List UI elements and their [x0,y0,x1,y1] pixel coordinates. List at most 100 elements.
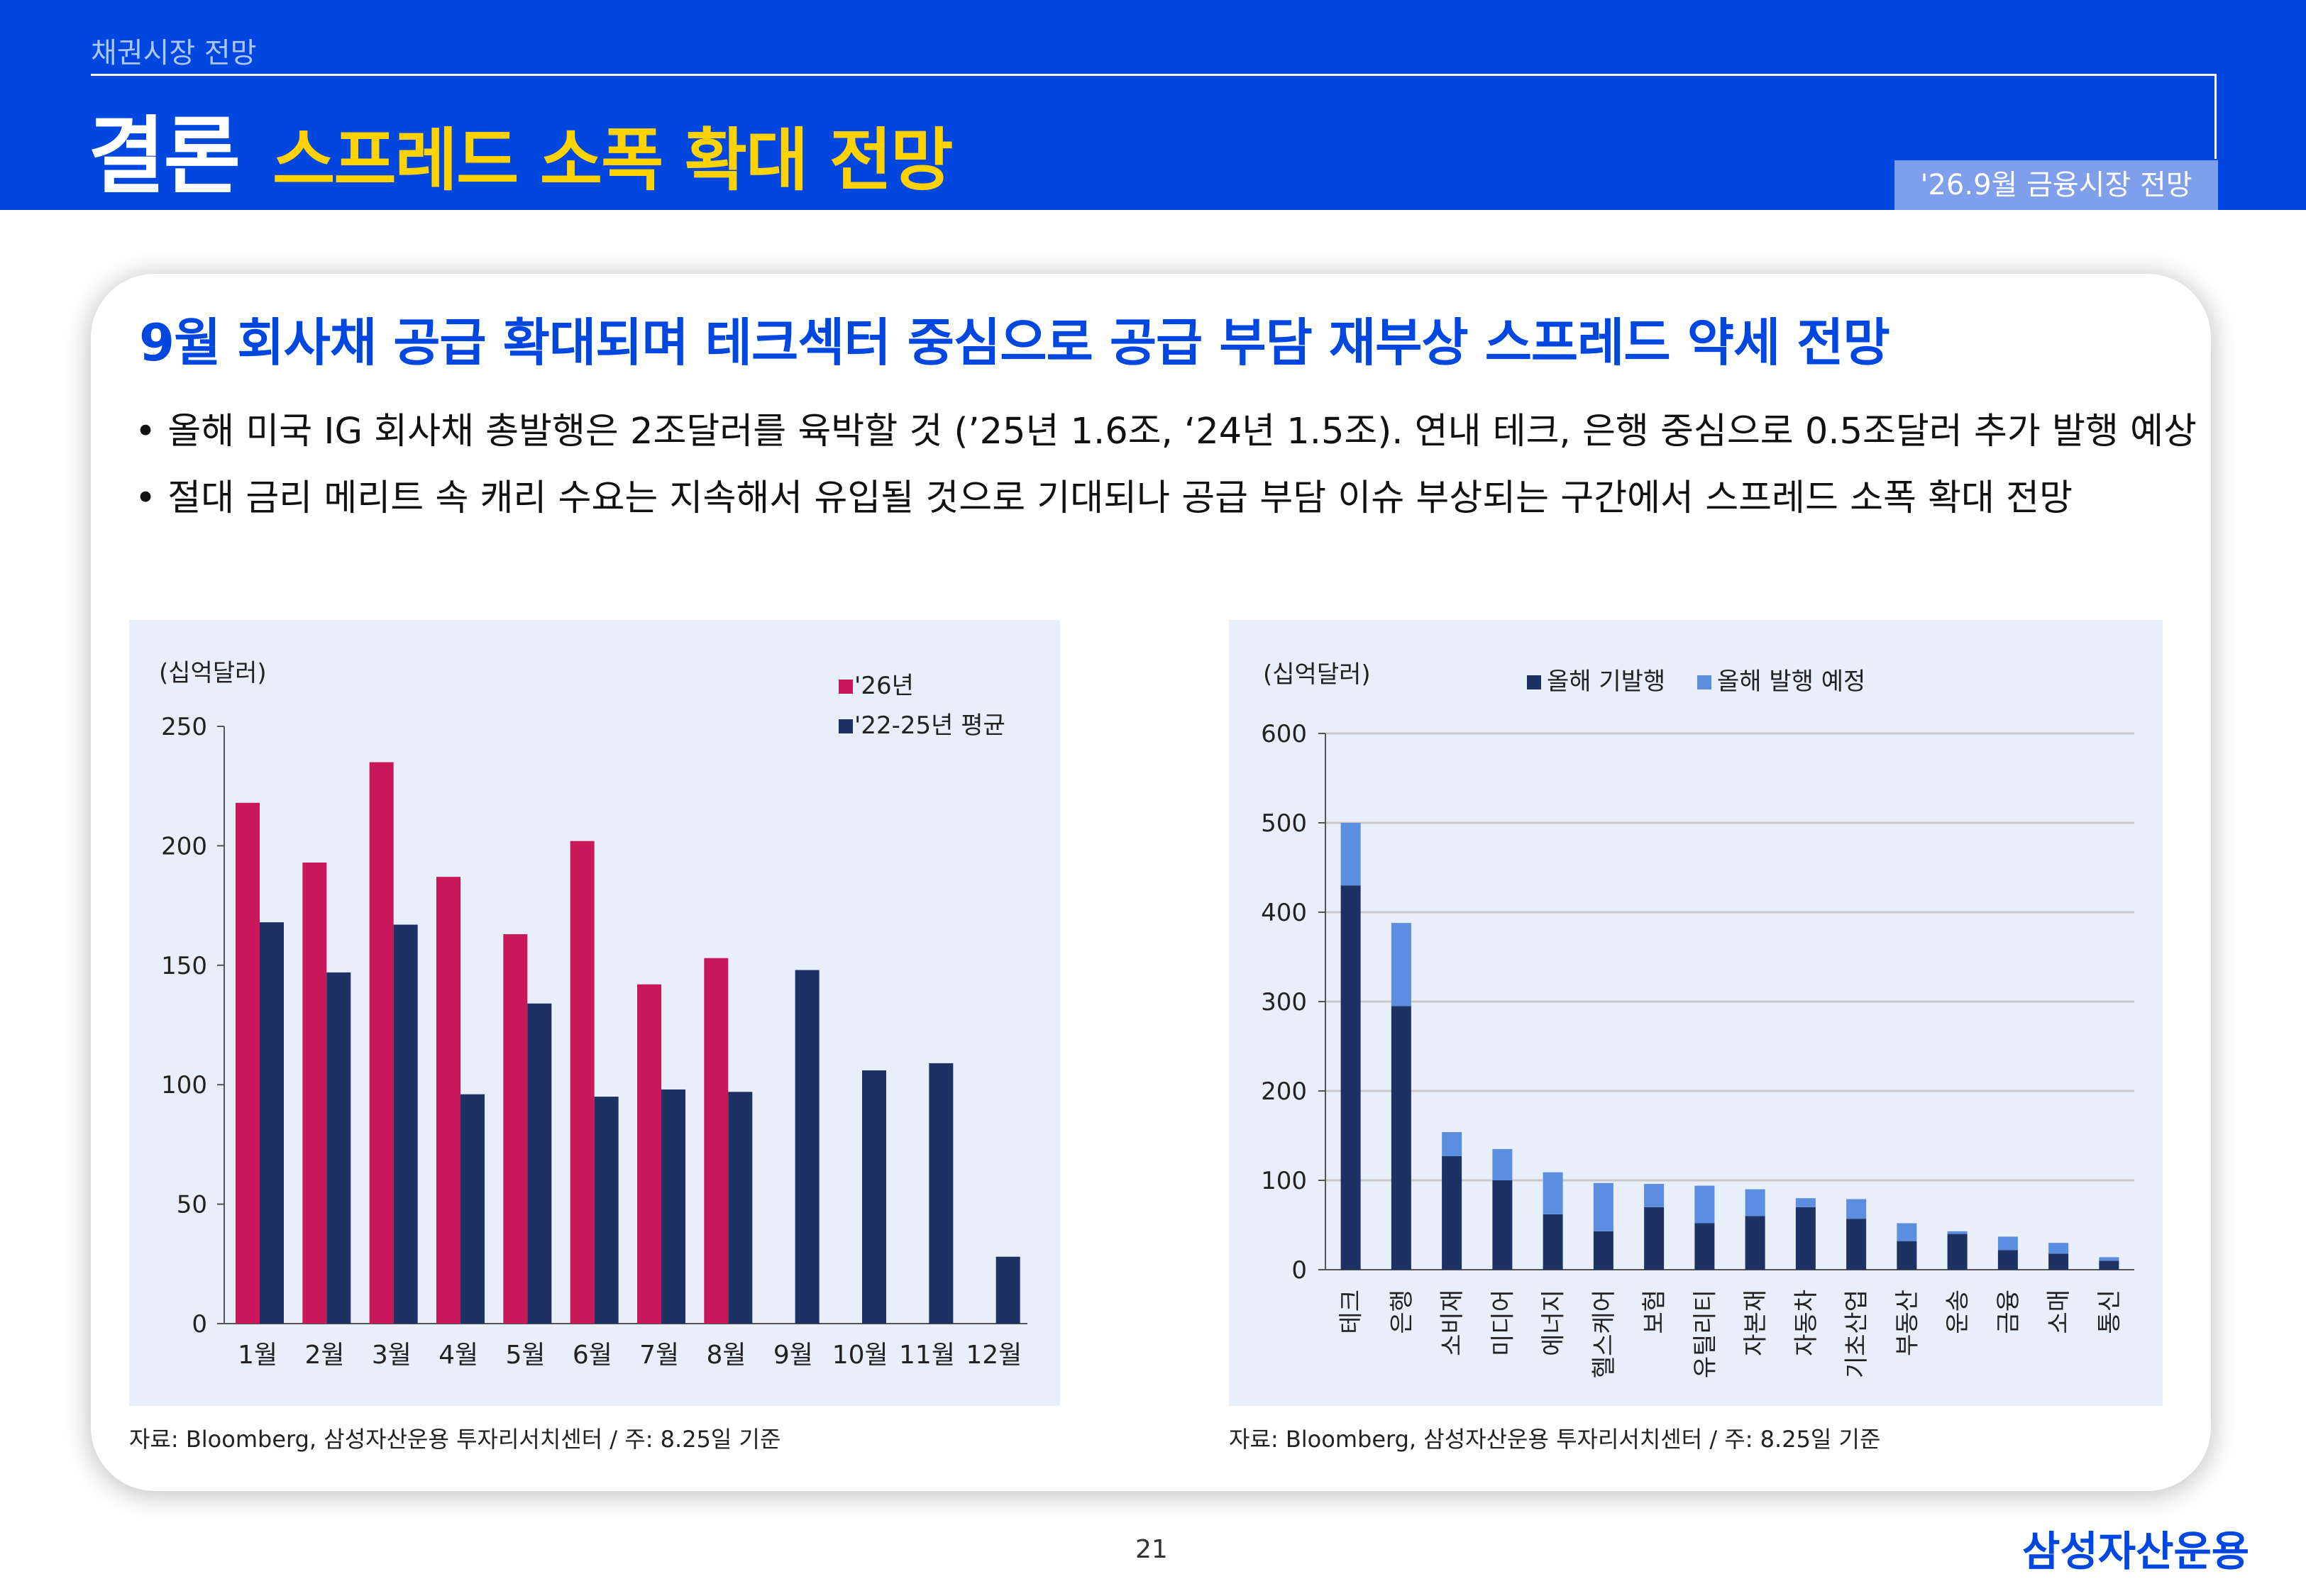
bar-avg [594,1097,619,1324]
legend-swatch [1527,675,1541,689]
y-tick-label: 50 [177,1191,207,1219]
bar-planned [2099,1257,2119,1261]
page-subtitle: 스프레드 소폭 확대 전망 [272,121,953,200]
page-title: 결론 [88,107,241,205]
bar-issued [2099,1260,2119,1270]
bar-planned [1442,1131,1462,1156]
bar-issued [1947,1234,1968,1270]
bar-issued [1492,1180,1513,1270]
header-divider [91,74,2217,76]
legend-label: 올해 기발행 [1547,667,1665,696]
x-tick-label: 소비재 [1438,1290,1467,1356]
bar-2026 [236,802,260,1324]
x-tick-label: 유틸리티 [1691,1290,1719,1378]
bar-2026 [302,862,327,1324]
x-tick-label: 테크 [1337,1290,1366,1334]
y-tick-label: 100 [161,1071,207,1099]
bar-avg [728,1092,753,1324]
bar-issued [1391,1006,1411,1270]
bar-planned [1795,1198,1816,1207]
x-tick-label: 미디어 [1489,1290,1517,1356]
y-tick-label: 100 [1261,1167,1307,1195]
x-tick-label: 통신 [2095,1290,2124,1334]
monthly-issuance-chart: 0 50 100 150 200 250 (십억달러) 1월 2월 3월 4월 5월 6월 7월 8월 9월 1… [159,659,1027,1370]
bar-planned [1492,1148,1513,1180]
bar-2026 [503,934,528,1324]
x-tick-label: 은행 [1388,1290,1416,1334]
bar-avg [260,922,284,1324]
bar-planned [1745,1189,1765,1217]
x-tick-label: 4월 [438,1341,478,1370]
y-tick-label: 500 [1261,809,1307,838]
card-headline: 9월 회사채 공급 확대되며 테크섹터 중심으로 공급 부담 재부상 스프레드 … [139,313,1890,372]
bar-2026 [436,877,460,1324]
y-tick-label: 0 [1291,1256,1307,1285]
header-bar: 채권시장 전망 결론 스프레드 소폭 확대 전망 '26.9월 금융시장 전망 [0,0,2306,210]
x-tick-label: 2월 [304,1341,344,1370]
source-note-left: 자료: Bloomberg, 삼성자산운용 투자리서치센터 / 주: 8.25일… [129,1426,781,1453]
bar-planned [1644,1184,1665,1207]
x-tick-label: 5월 [505,1341,545,1370]
y-tick-label: 200 [161,832,207,860]
section-label: 채권시장 전망 [91,37,257,70]
bar-issued [1644,1207,1665,1270]
x-tick-label: 금융 [1995,1290,2023,1334]
bar-avg [527,1003,552,1324]
bar-avg [795,970,820,1324]
header-divider-end [2214,74,2217,159]
bar-avg [862,1070,886,1324]
legend-swatch [839,680,853,694]
source-note-right: 자료: Bloomberg, 삼성자산운용 투자리서치센터 / 주: 8.25일… [1229,1426,1881,1453]
bar-avg [460,1094,485,1324]
bar-avg [661,1089,685,1324]
bar-issued [1340,885,1361,1270]
bar-2026 [570,841,595,1324]
bar-planned [1997,1236,2018,1251]
left-chart-panel: 0 50 100 150 200 250 (십억달러) 1월 2월 3월 4월 5월 6월 7월 8월 9월 1… [129,620,1060,1406]
bar-issued [2048,1253,2069,1270]
y-tick-label: 150 [161,952,207,980]
sector-issuance-chart: 0 100 200 300 400 500 600 (십억달러) 테크 은행 소비재 미디어 에너지 헬스… [1261,660,2134,1378]
legend-label: 올해 발행 예정 [1717,667,1865,696]
bar-issued [1745,1216,1765,1270]
bar-issued [1593,1231,1613,1270]
bar-planned [1846,1199,1867,1219]
bar-avg [929,1063,954,1324]
y-tick-label: 300 [1261,988,1307,1016]
bar-planned [1340,823,1361,886]
bar-2026 [637,984,661,1324]
x-tick-label: 자본재 [1742,1290,1770,1356]
bar-issued [1694,1223,1715,1270]
x-tick-label: 12월 [966,1341,1022,1370]
x-tick-label: 헬스케어 [1590,1290,1618,1378]
bar-issued [1543,1214,1563,1270]
bullet-point-2: • 절대 금리 메리트 속 캐리 수요는 지속해서 유입될 것으로 기대되나 공… [135,477,2073,519]
right-chart-panel: 0 100 200 300 400 500 600 (십억달러) 테크 은행 소비재 미디어 에너지 헬스… [1229,620,2163,1406]
bar-issued [1442,1156,1462,1270]
x-tick-label: 8월 [706,1341,746,1370]
bar-planned [1694,1185,1715,1224]
bar-issued [1795,1207,1816,1270]
legend-swatch [839,719,853,733]
x-tick-label: 자동차 [1792,1290,1821,1356]
bar-issued [1997,1250,2018,1270]
y-tick-label: 250 [161,713,207,741]
x-tick-label: 6월 [573,1341,612,1370]
x-tick-label: 운송 [1944,1290,1973,1334]
bar-planned [1947,1231,1968,1234]
x-tick-label: 부동산 [1893,1290,1921,1356]
x-tick-label: 1월 [238,1341,277,1370]
x-tick-label: 기초산업 [1843,1290,1871,1378]
bar-2026 [704,958,729,1324]
company-logo: 삼성자산운용 [2022,1527,2250,1575]
x-tick-label: 3월 [372,1341,412,1370]
bar-avg [326,972,351,1324]
y-tick-label: 0 [192,1310,207,1339]
legend-label: '22-25년 평균 [854,711,1005,740]
y-tick-label: 600 [1261,720,1307,748]
x-tick-label: 9월 [773,1341,813,1370]
bar-planned [2048,1243,2069,1254]
bullet-point-1: • 올해 미국 IG 회사채 총발행은 2조달러를 육박할 것 (’25년 1.… [135,411,2197,453]
y-tick-label: 400 [1261,899,1307,927]
bar-planned [1593,1182,1613,1231]
